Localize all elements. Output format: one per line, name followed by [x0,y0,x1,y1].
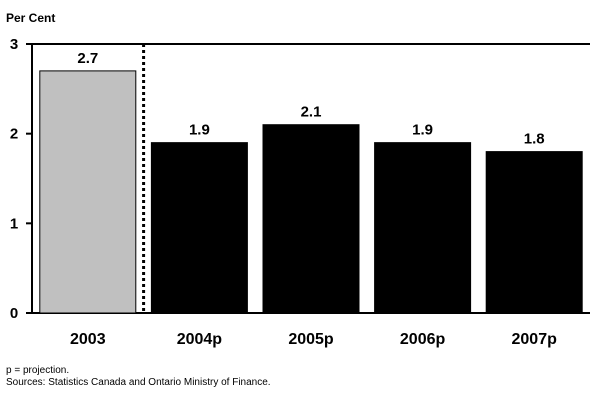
y-tick-label: 3 [10,36,18,53]
bars [39,70,583,314]
data-label: 1.9 [189,122,210,139]
bar-2004p [150,142,248,314]
footnotes: p = projection. Sources: Statistics Cana… [6,365,271,389]
y-tick-label: 1 [10,215,18,232]
x-tick-label: 2003 [70,331,106,348]
bar-2003 [39,70,137,314]
chart-labels: 0 1 2 3 2.7 2003 1.9 2004p 2.1 2005p 1.9 2006p 1.8 20… [10,36,557,348]
data-label: 2.1 [301,104,322,121]
data-label: 2.7 [77,50,98,67]
y-tick-label: 0 [10,305,18,322]
y-tick-label: 2 [10,126,18,143]
x-tick-label: 2005p [288,331,334,348]
sources-note: Sources: Statistics Canada and Ontario M… [6,377,271,388]
bar-2007p [485,151,583,314]
x-tick-label: 2006p [400,331,446,348]
x-tick-label: 2007p [512,331,558,348]
bar-2006p [374,142,472,314]
data-label: 1.8 [524,131,545,148]
x-tick-label: 2004p [177,331,223,348]
bar-2005p [262,124,360,314]
projection-note: p = projection. [6,365,70,376]
y-axis-label: Per Cent [6,11,55,25]
bar-chart: Per Cent 0 1 2 3 2.7 2003 1.9 2004p 2.1 2005p 1.9 2… [6,11,590,348]
data-label: 1.9 [412,122,433,139]
